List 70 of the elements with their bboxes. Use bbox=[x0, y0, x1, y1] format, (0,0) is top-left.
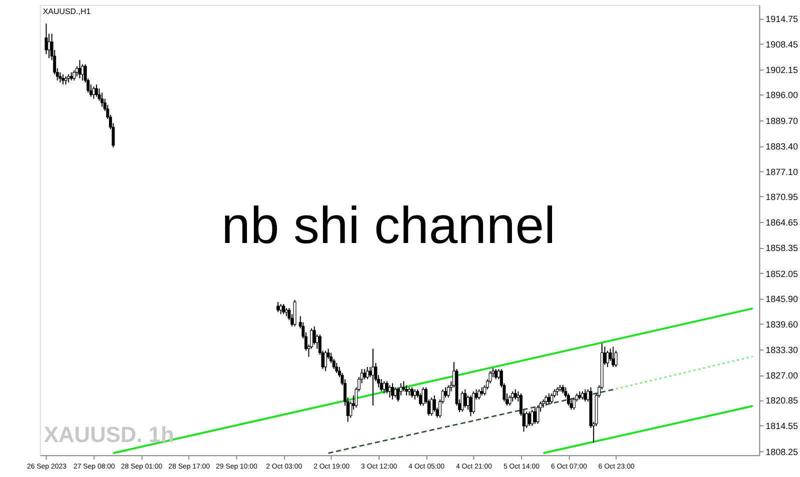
y-tick-label: 1877.10 bbox=[766, 166, 798, 177]
y-tick-label: 1870.95 bbox=[766, 192, 798, 202]
candlestick bbox=[48, 33, 51, 59]
candlestick bbox=[78, 60, 82, 79]
candlestick bbox=[391, 382, 394, 400]
candlestick bbox=[72, 70, 76, 81]
candlestick bbox=[584, 388, 587, 402]
y-tick-label: 1845.90 bbox=[766, 294, 798, 304]
candlestick bbox=[514, 388, 517, 400]
candlestick bbox=[366, 366, 369, 380]
candlestick bbox=[396, 386, 400, 402]
candlestick bbox=[95, 84, 98, 98]
y-tick-label: 1839.60 bbox=[766, 319, 798, 330]
candlestick bbox=[472, 390, 476, 414]
candlestick bbox=[525, 411, 528, 428]
candlestick bbox=[58, 72, 62, 83]
y-tick-label: 1902.15 bbox=[766, 65, 798, 76]
y-tick-label: 1833.30 bbox=[766, 344, 798, 355]
y-tick-label: 1908.45 bbox=[766, 40, 798, 50]
candlestick bbox=[508, 394, 512, 406]
candlestick bbox=[469, 394, 472, 417]
candlestick bbox=[478, 388, 481, 400]
candlestick bbox=[385, 380, 388, 394]
y-tick-label: 1889.70 bbox=[766, 116, 798, 126]
y-tick-label: 1883.40 bbox=[766, 141, 798, 152]
candlestick bbox=[572, 396, 576, 410]
candlestick bbox=[547, 392, 550, 404]
candlestick bbox=[279, 303, 282, 315]
candlestick bbox=[464, 388, 467, 408]
candlestick bbox=[61, 74, 64, 86]
candlestick bbox=[368, 366, 372, 378]
candlestick bbox=[44, 23, 48, 55]
candlestick bbox=[100, 92, 104, 108]
candlestick bbox=[446, 384, 450, 398]
candlestick bbox=[422, 386, 425, 406]
candlestick bbox=[312, 326, 316, 346]
y-tick-label: 1896.00 bbox=[766, 90, 798, 100]
chart-title: XAUUSD.,H1 bbox=[42, 6, 92, 16]
candlestick bbox=[536, 405, 540, 424]
candlestick bbox=[92, 86, 96, 100]
y-tick-label: 1827.00 bbox=[766, 370, 798, 381]
candlestick bbox=[335, 362, 338, 374]
annotation: nb shi channel bbox=[222, 196, 556, 254]
candlestick bbox=[550, 392, 554, 404]
candlestick bbox=[544, 394, 548, 406]
candlestick bbox=[363, 368, 366, 380]
y-tick-label: 1852.05 bbox=[766, 268, 798, 279]
candlestick bbox=[404, 384, 408, 396]
candlestick bbox=[413, 388, 416, 400]
candlestick bbox=[282, 303, 286, 315]
y-tick-label: 1858.35 bbox=[766, 243, 798, 254]
candlestick bbox=[606, 350, 610, 368]
candlestick bbox=[614, 350, 618, 368]
candlestick bbox=[382, 380, 386, 394]
y-tick-label: 1808.25 bbox=[766, 446, 798, 457]
y-tick-label: 1864.65 bbox=[766, 218, 798, 228]
y-tick-label: 1814.55 bbox=[766, 421, 798, 432]
candlestick bbox=[511, 390, 514, 402]
candlestick bbox=[324, 350, 327, 372]
candlestick bbox=[293, 299, 296, 327]
candlestick bbox=[430, 396, 434, 416]
y-tick-label: 1914.75 bbox=[766, 14, 798, 24]
candlestick bbox=[388, 384, 392, 398]
candlestick bbox=[402, 380, 406, 392]
candlestick bbox=[81, 64, 84, 81]
y-tick-label: 1820.85 bbox=[766, 396, 798, 406]
candlestick bbox=[612, 346, 615, 368]
candlestick bbox=[530, 409, 534, 426]
candlestick bbox=[276, 301, 280, 313]
candlestick bbox=[410, 386, 414, 398]
